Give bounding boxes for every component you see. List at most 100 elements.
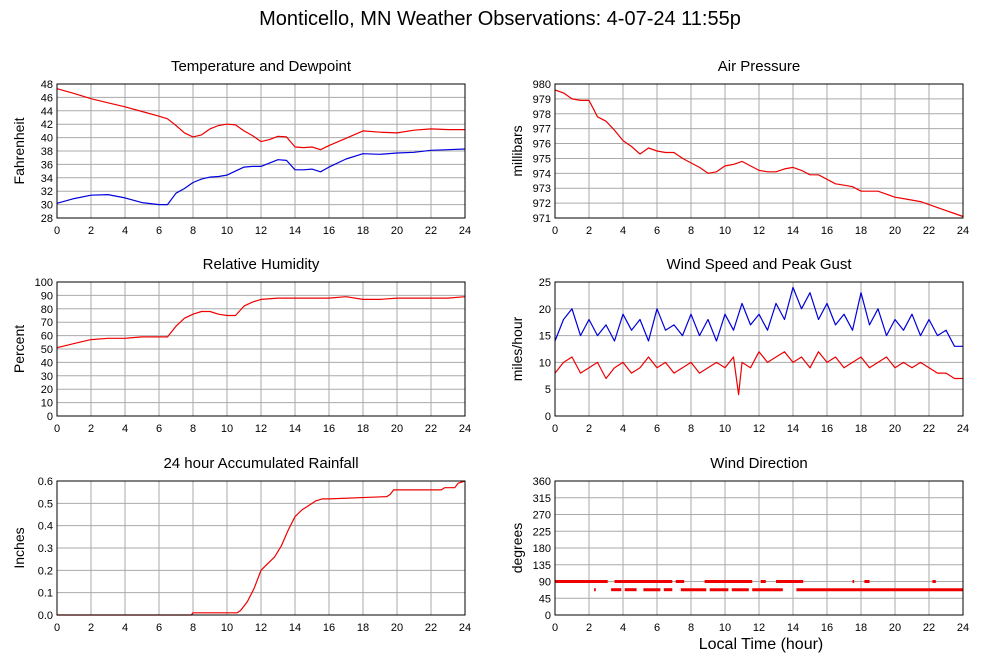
y-axis-label: degrees [509,523,525,574]
x-tick-label: 6 [156,225,162,237]
x-tick-label: 8 [688,423,694,435]
x-tick-label: 20 [889,225,901,237]
x-tick-label: 12 [255,622,267,634]
x-tick-label: 20 [889,423,901,435]
x-tick-label: 6 [156,622,162,634]
y-tick-label: 100 [35,277,53,289]
page-title: Monticello, MN Weather Observations: 4-0… [259,8,741,30]
x-tick-label: 2 [88,423,94,435]
x-tick-label: 10 [221,622,233,634]
x-tick-label: 24 [459,622,471,634]
x-tick-label: 12 [255,225,267,237]
x-tick-label: 18 [357,622,369,634]
y-tick-label: 38 [41,146,53,158]
y-tick-label: 42 [41,119,53,131]
x-tick-label: 8 [688,622,694,634]
y-tick-label: 48 [41,79,53,91]
x-tick-label: 18 [855,225,867,237]
x-tick-label: 14 [787,225,799,237]
y-tick-label: 15 [539,331,551,343]
series-line-red [56,88,465,151]
y-tick-label: 973 [533,183,551,195]
x-tick-label: 24 [957,225,969,237]
y-tick-label: 20 [41,384,53,396]
y-tick-label: 0.3 [38,543,53,555]
y-tick-label: 40 [41,357,53,369]
x-tick-label: 16 [323,622,335,634]
x-tick-label: 4 [620,622,626,634]
x-tick-label: 20 [391,622,403,634]
y-tick-label: 0.5 [38,498,53,510]
x-tick-label: 8 [688,225,694,237]
x-tick-label: 24 [957,423,969,435]
x-tick-label: 2 [586,622,592,634]
y-tick-label: 45 [539,593,551,605]
y-tick-label: 25 [539,277,551,289]
y-tick-label: 34 [41,173,53,185]
x-tick-label: 14 [787,423,799,435]
x-tick-label: 20 [889,622,901,634]
y-tick-label: 60 [41,331,53,343]
x-tick-label: 8 [190,423,196,435]
y-tick-label: 90 [41,290,53,302]
x-tick-label: 4 [620,225,626,237]
chart-title: 24 hour Accumulated Rainfall [163,455,358,472]
y-tick-label: 30 [41,200,53,212]
y-tick-label: 270 [533,510,551,522]
series-line-blue [554,286,963,347]
plot-frame [56,83,466,219]
series-line-red [554,89,964,218]
x-tick-label: 12 [753,423,765,435]
x-tick-label: 4 [122,423,128,435]
x-tick-label: 6 [654,423,660,435]
x-tick-label: 10 [719,622,731,634]
x-tick-label: 22 [923,423,935,435]
y-tick-label: 20 [539,304,551,316]
x-tick-label: 20 [391,225,403,237]
x-tick-label: 14 [289,423,301,435]
chart-title: Temperature and Dewpoint [171,58,352,75]
y-tick-label: 315 [533,493,551,505]
chart-title: Wind Direction [710,455,808,472]
y-tick-label: 28 [41,213,53,225]
x-tick-label: 4 [122,622,128,634]
y-tick-label: 360 [533,476,551,488]
x-tick-label: 16 [821,225,833,237]
x-tick-label: 22 [425,622,437,634]
x-tick-label: 18 [855,622,867,634]
y-tick-label: 46 [41,92,53,104]
y-tick-label: 976 [533,139,551,151]
x-tick-label: 10 [719,423,731,435]
y-tick-label: 975 [533,153,551,165]
y-axis-label: Inches [11,527,27,568]
y-tick-label: 977 [533,124,551,136]
chart-title: Wind Speed and Peak Gust [666,256,852,273]
y-axis-label: Percent [11,325,27,373]
plot-frame [554,281,964,417]
x-tick-label: 6 [156,423,162,435]
x-tick-label: 10 [719,225,731,237]
y-tick-label: 70 [41,317,53,329]
x-tick-label: 14 [787,622,799,634]
y-tick-label: 90 [539,577,551,589]
x-tick-label: 2 [88,225,94,237]
x-tick-label: 2 [88,622,94,634]
chart-title: Relative Humidity [203,256,320,273]
x-tick-label: 14 [289,225,301,237]
x-tick-label: 6 [654,225,660,237]
x-tick-label: 4 [122,225,128,237]
series-line-blue [56,148,466,206]
y-tick-label: 135 [533,560,551,572]
x-tick-label: 24 [957,622,969,634]
x-tick-label: 18 [357,423,369,435]
y-tick-label: 0.1 [38,588,53,600]
x-tick-label: 2 [586,423,592,435]
y-tick-label: 36 [41,159,53,171]
